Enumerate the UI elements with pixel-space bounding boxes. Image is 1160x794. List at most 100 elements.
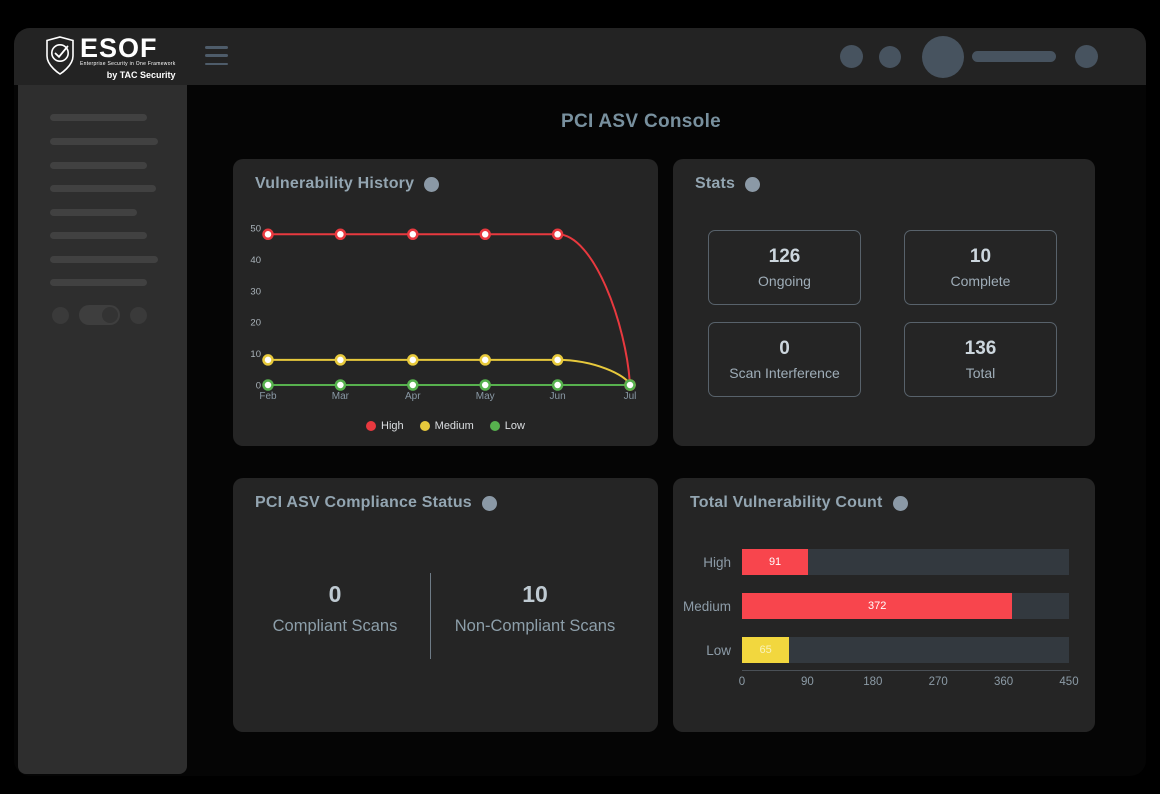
data-point-medium[interactable] bbox=[262, 354, 274, 366]
header-pill-placeholder bbox=[972, 51, 1056, 62]
app-window: ESOF Enterprise Security in One Framewor… bbox=[14, 28, 1146, 776]
legend-label: Low bbox=[504, 420, 525, 432]
legend-label: High bbox=[381, 420, 404, 432]
logo-byline: by TAC Security bbox=[106, 70, 176, 80]
series-line-medium bbox=[268, 358, 631, 386]
stats-card: Stats 126 Ongoing 10 Complete 0 Scan Int… bbox=[673, 159, 1095, 446]
sidebar-skeleton-item[interactable] bbox=[50, 114, 147, 121]
data-point-medium[interactable] bbox=[407, 354, 419, 366]
y-axis-tick: 30 bbox=[250, 286, 261, 297]
data-point-low[interactable] bbox=[479, 379, 491, 391]
non-compliant-scans-stat: 10 Non-Compliant Scans bbox=[443, 581, 627, 636]
data-point-medium[interactable] bbox=[551, 354, 564, 366]
bar-fill-medium[interactable]: 372 bbox=[742, 593, 1013, 619]
bar-category-label: Medium bbox=[682, 598, 731, 614]
legend-dot-icon bbox=[489, 421, 500, 431]
x-axis-tick: Jul bbox=[624, 391, 637, 402]
stat-box-total: 136 Total bbox=[904, 322, 1057, 397]
hamburger-menu-icon[interactable] bbox=[205, 46, 228, 65]
bar-row-low: Low 65 bbox=[673, 637, 1095, 663]
sidebar-skeleton-item[interactable] bbox=[50, 209, 137, 216]
logo-title: ESOF bbox=[80, 33, 158, 63]
x-axis-tick: Feb bbox=[259, 391, 277, 402]
data-point-low[interactable] bbox=[407, 379, 419, 391]
data-point-medium[interactable] bbox=[479, 354, 491, 366]
line-chart: 0 10 20 30 40 50 Feb Mar Apr May Jun Jul bbox=[250, 224, 637, 403]
header-avatar-placeholder-2[interactable] bbox=[879, 46, 901, 68]
compliance-status-card: PCI ASV Compliance Status 0 Compliant Sc… bbox=[233, 478, 658, 732]
y-axis-tick: 40 bbox=[250, 255, 261, 266]
theme-toggle[interactable] bbox=[79, 305, 120, 325]
data-point-high[interactable] bbox=[479, 228, 491, 241]
legend-item-high[interactable]: High bbox=[366, 420, 404, 432]
stat-label: Complete bbox=[950, 273, 1011, 289]
y-axis-tick: 20 bbox=[250, 318, 261, 329]
bar-category-label: High bbox=[703, 554, 731, 570]
sidebar-skeleton-item[interactable] bbox=[50, 279, 147, 286]
bar-track: 65 bbox=[742, 637, 1069, 663]
info-dot-icon[interactable] bbox=[424, 176, 440, 192]
axis-tick: 450 bbox=[1059, 676, 1079, 688]
bar-chart-axis: 0 90 180 270 360 450 bbox=[739, 670, 1079, 688]
data-point-low[interactable] bbox=[262, 379, 274, 391]
stat-value: 10 bbox=[969, 246, 992, 267]
data-point-low[interactable] bbox=[624, 379, 636, 391]
sidebar-skeleton-item[interactable] bbox=[50, 162, 147, 169]
top-header: ESOF Enterprise Security in One Framewor… bbox=[14, 28, 1146, 85]
info-dot-icon[interactable] bbox=[892, 495, 908, 511]
footer-circle-icon[interactable] bbox=[52, 306, 69, 324]
bar-category-label: Low bbox=[706, 642, 731, 658]
data-point-low[interactable] bbox=[551, 379, 564, 391]
footer-circle-icon[interactable] bbox=[130, 306, 147, 324]
axis-tick: 270 bbox=[928, 676, 948, 688]
series-line-high bbox=[268, 233, 631, 386]
sidebar-skeleton-item[interactable] bbox=[50, 185, 156, 192]
data-point-high[interactable] bbox=[407, 228, 419, 241]
shield-check-icon bbox=[46, 36, 74, 75]
axis-tick: 180 bbox=[863, 676, 883, 688]
legend-dot-icon bbox=[366, 421, 377, 431]
axis-tick: 0 bbox=[738, 676, 746, 688]
bar-fill-high[interactable]: 91 bbox=[742, 549, 809, 575]
header-avatar-placeholder-3[interactable] bbox=[1075, 45, 1098, 68]
compliant-scans-label: Compliant Scans bbox=[272, 617, 398, 635]
data-point-medium[interactable] bbox=[334, 354, 347, 366]
sidebar-skeleton-item[interactable] bbox=[50, 138, 158, 145]
card-title: Stats bbox=[695, 175, 736, 192]
data-point-low[interactable] bbox=[334, 379, 347, 391]
card-title: Vulnerability History bbox=[255, 175, 415, 192]
data-point-high[interactable] bbox=[551, 228, 564, 241]
bar-value-label: 91 bbox=[768, 556, 782, 568]
bar-track: 91 bbox=[742, 549, 1069, 575]
header-avatar-placeholder-1[interactable] bbox=[840, 45, 863, 68]
x-axis-tick: May bbox=[476, 391, 495, 402]
bar-track: 372 bbox=[742, 593, 1069, 619]
y-axis-tick: 50 bbox=[250, 224, 261, 235]
card-title: PCI ASV Compliance Status bbox=[255, 494, 472, 511]
data-point-high[interactable] bbox=[334, 228, 347, 241]
stat-value: 126 bbox=[768, 246, 801, 267]
data-point-high[interactable] bbox=[262, 228, 274, 241]
info-dot-icon[interactable] bbox=[745, 176, 761, 192]
bar-row-high: High 91 bbox=[673, 549, 1095, 575]
legend-item-medium[interactable]: Medium bbox=[419, 420, 474, 432]
total-vulnerability-count-card: Total Vulnerability Count High 91 Medium 37… bbox=[673, 478, 1095, 732]
legend-item-low[interactable]: Low bbox=[489, 420, 525, 432]
compliant-scans-stat: 0 Compliant Scans bbox=[253, 581, 417, 636]
esof-logo[interactable]: ESOF Enterprise Security in One Framewor… bbox=[44, 35, 176, 80]
header-avatar-large-placeholder[interactable] bbox=[922, 36, 964, 78]
card-title: Total Vulnerability Count bbox=[690, 494, 883, 511]
bar-value-label: 372 bbox=[867, 600, 887, 612]
vulnerability-history-card: Vulnerability History 0 10 20 30 40 50 Feb Mar A… bbox=[233, 159, 658, 446]
bar-fill-low[interactable]: 65 bbox=[742, 637, 790, 663]
bar-chart: High 91 Medium 372 Low 65 bbox=[673, 549, 1095, 681]
compliant-scans-value: 0 bbox=[328, 581, 342, 607]
sidebar-skeleton-item[interactable] bbox=[50, 232, 147, 239]
axis-tick: 90 bbox=[800, 676, 814, 688]
info-dot-icon[interactable] bbox=[481, 495, 497, 511]
sidebar-skeleton-item[interactable] bbox=[50, 256, 158, 263]
toggle-knob bbox=[102, 307, 118, 323]
stat-value: 0 bbox=[779, 338, 790, 359]
x-axis-tick: Jun bbox=[550, 391, 566, 402]
non-compliant-scans-label: Non-Compliant Scans bbox=[454, 617, 616, 635]
